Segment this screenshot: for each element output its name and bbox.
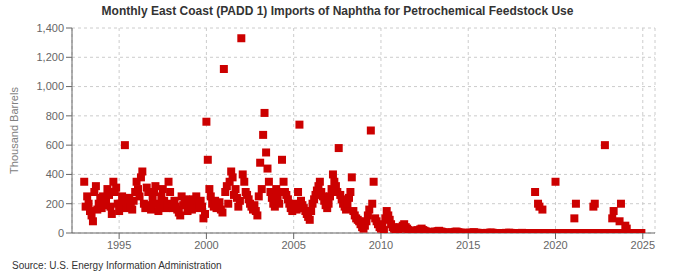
svg-text:200: 200: [46, 198, 64, 210]
svg-text:2000: 2000: [194, 239, 218, 251]
svg-text:2015: 2015: [456, 239, 480, 251]
svg-text:2025: 2025: [631, 239, 655, 251]
svg-text:1995: 1995: [107, 239, 131, 251]
svg-text:2020: 2020: [543, 239, 567, 251]
svg-text:800: 800: [46, 110, 64, 122]
svg-text:Thousand Barrels: Thousand Barrels: [8, 87, 20, 174]
svg-text:2005: 2005: [281, 239, 305, 251]
svg-text:1,200: 1,200: [36, 51, 64, 63]
html-text:Monthly East Coast (PADD 1) Im: Monthly East Coast (PADD 1) Imports of N…: [101, 4, 574, 18]
svg-text:1,000: 1,000: [36, 80, 64, 92]
svg-text:1,400: 1,400: [36, 22, 64, 34]
html-text:Source: U.S. Energy Informatio: Source: U.S. Energy Information Administ…: [12, 260, 222, 271]
svg-text:400: 400: [46, 168, 64, 180]
svg-text:600: 600: [46, 139, 64, 151]
svg-text:0: 0: [58, 227, 64, 239]
svg-text:2010: 2010: [369, 239, 393, 251]
